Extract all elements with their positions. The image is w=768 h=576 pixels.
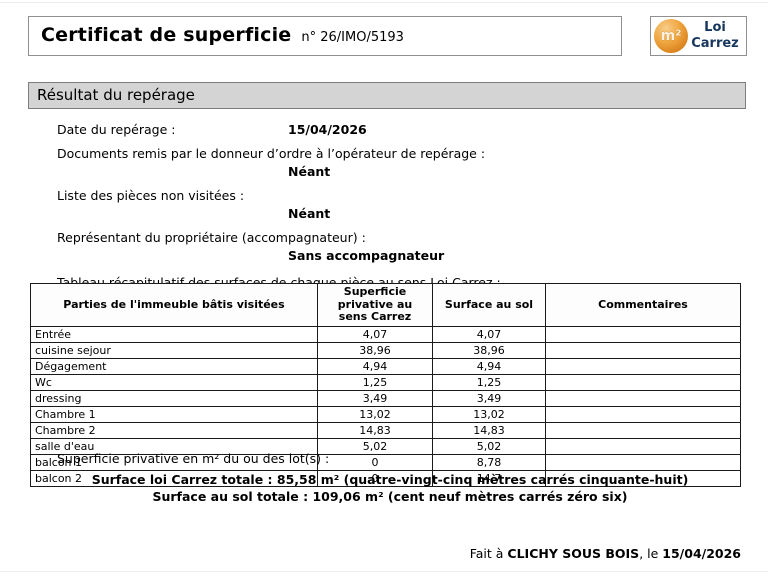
cell-comment <box>545 389 741 407</box>
table-row: balcon 2 0 14,7 <box>30 469 741 487</box>
field-date-reperage: Date du repérage : 15/04/2026 <box>57 123 738 137</box>
surface-table: Parties de l'immeuble bâtis visitées Sup… <box>30 283 741 487</box>
cell-comment <box>545 341 741 359</box>
loi-carrez-logo: m² Loi Carrez <box>650 16 747 56</box>
table-row: cuisine sejour 38,96 38,96 <box>30 341 741 359</box>
cell-sol: 4,07 <box>432 325 546 343</box>
surface-table-body: Entrée 4,07 4,07 cuisine sejour 38,96 38… <box>30 325 741 487</box>
field-documents-remis: Documents remis par le donneur d’ordre à… <box>57 147 738 179</box>
cell-piece: Dégagement <box>30 357 318 375</box>
column-header-sol: Surface au sol <box>432 283 546 327</box>
field-representant: Représentant du propriétaire (accompagna… <box>57 231 738 263</box>
page-title: Certificat de superficie <box>41 24 292 46</box>
cell-piece: balcon 2 <box>30 469 318 487</box>
table-row: dressing 3,49 3,49 <box>30 389 741 407</box>
table-row: Chambre 1 13,02 13,02 <box>30 405 741 423</box>
field-value: Sans accompagnateur <box>288 248 445 263</box>
cell-carrez: 38,96 <box>317 341 433 359</box>
cell-piece: Chambre 2 <box>30 421 318 439</box>
total-carrez: Surface loi Carrez totale : 85,58 m² (qu… <box>91 472 689 487</box>
m2-badge-icon: m² <box>654 19 688 53</box>
table-row: Wc 1,25 1,25 <box>30 373 741 391</box>
field-pieces-non-visitees: Liste des pièces non visitées : Néant <box>57 189 738 221</box>
totals-block: Surface loi Carrez totale : 85,58 m² (qu… <box>30 471 750 505</box>
cell-comment <box>545 357 741 375</box>
cell-comment <box>545 421 741 439</box>
cell-comment <box>545 405 741 423</box>
field-value: 15/04/2026 <box>288 122 367 137</box>
title-box: Certificat de superficie n° 26/IMO/5193 <box>28 16 622 56</box>
table-row: Dégagement 4,94 4,94 <box>30 357 741 375</box>
column-header-carrez: Superficie privative au sens Carrez <box>317 283 433 327</box>
cell-sol: 14,83 <box>432 421 546 439</box>
cell-carrez: 13,02 <box>317 405 433 423</box>
page-top-rule <box>0 2 768 3</box>
cell-sol: 38,96 <box>432 341 546 359</box>
logo-line2: Carrez <box>691 36 739 51</box>
field-label: Liste des pièces non visitées : <box>57 188 245 203</box>
document-number: n° 26/IMO/5193 <box>301 30 404 45</box>
total-sol: Surface au sol totale : 109,06 m² (cent … <box>152 489 628 504</box>
cell-sol: 4,94 <box>432 357 546 375</box>
section-title: Résultat du repérage <box>28 82 746 109</box>
footer-prefix: Fait à <box>469 546 508 561</box>
cell-carrez: 4,07 <box>317 325 433 343</box>
page-bottom-rule <box>0 571 768 572</box>
cell-piece: cuisine sejour <box>30 341 318 359</box>
cell-comment <box>545 453 741 471</box>
cell-sol: 5,02 <box>432 437 546 455</box>
logo-line1: Loi <box>704 20 726 36</box>
cell-comment <box>545 469 741 487</box>
cell-piece: Wc <box>30 373 318 391</box>
cell-carrez: 1,25 <box>317 373 433 391</box>
document-header: Certificat de superficie n° 26/IMO/5193 … <box>28 16 747 56</box>
field-label: Représentant du propriétaire (accompagna… <box>57 230 366 245</box>
cell-carrez: 4,94 <box>317 357 433 375</box>
footer-middle: , le <box>639 546 663 561</box>
cell-piece: Entrée <box>30 325 318 343</box>
table-row: Chambre 2 14,83 14,83 <box>30 421 741 439</box>
column-header-comments: Commentaires <box>545 283 741 327</box>
surface-table-header: Parties de l'immeuble bâtis visitées Sup… <box>30 283 741 327</box>
cell-carrez: 3,49 <box>317 389 433 407</box>
cell-carrez: 5,02 <box>317 437 433 455</box>
cell-sol: 3,49 <box>432 389 546 407</box>
cell-comment <box>545 373 741 391</box>
cell-carrez: 14,83 <box>317 421 433 439</box>
cell-sol: 13,02 <box>432 405 546 423</box>
cell-carrez: 0 <box>317 453 433 471</box>
field-label: Date du repérage : <box>57 122 176 137</box>
summary-fields: Date du repérage : 15/04/2026 Documents … <box>57 123 738 290</box>
footer-city: CLICHY SOUS BOIS <box>507 546 640 561</box>
cell-sol: 1,25 <box>432 373 546 391</box>
footer-date: 15/04/2026 <box>662 546 741 561</box>
field-value: Néant <box>288 206 331 221</box>
logo-label: Loi Carrez <box>688 20 742 51</box>
field-value: Néant <box>288 164 331 179</box>
cell-piece: Chambre 1 <box>30 405 318 423</box>
signature-line: Fait à CLICHY SOUS BOIS, le 15/04/2026 <box>470 546 741 561</box>
cell-comment <box>545 325 741 343</box>
cell-sol: 8,78 <box>432 453 546 471</box>
cell-sol: 14,7 <box>432 469 546 487</box>
table-row: Entrée 4,07 4,07 <box>30 325 741 343</box>
cell-piece: dressing <box>30 389 318 407</box>
cell-carrez: 0 <box>317 469 433 487</box>
field-label: Documents remis par le donneur d’ordre à… <box>57 146 486 161</box>
cell-comment <box>545 437 741 455</box>
totals-intro: Superficie privative en m² du ou des lot… <box>57 451 330 466</box>
column-header-pieces: Parties de l'immeuble bâtis visitées <box>30 283 318 327</box>
